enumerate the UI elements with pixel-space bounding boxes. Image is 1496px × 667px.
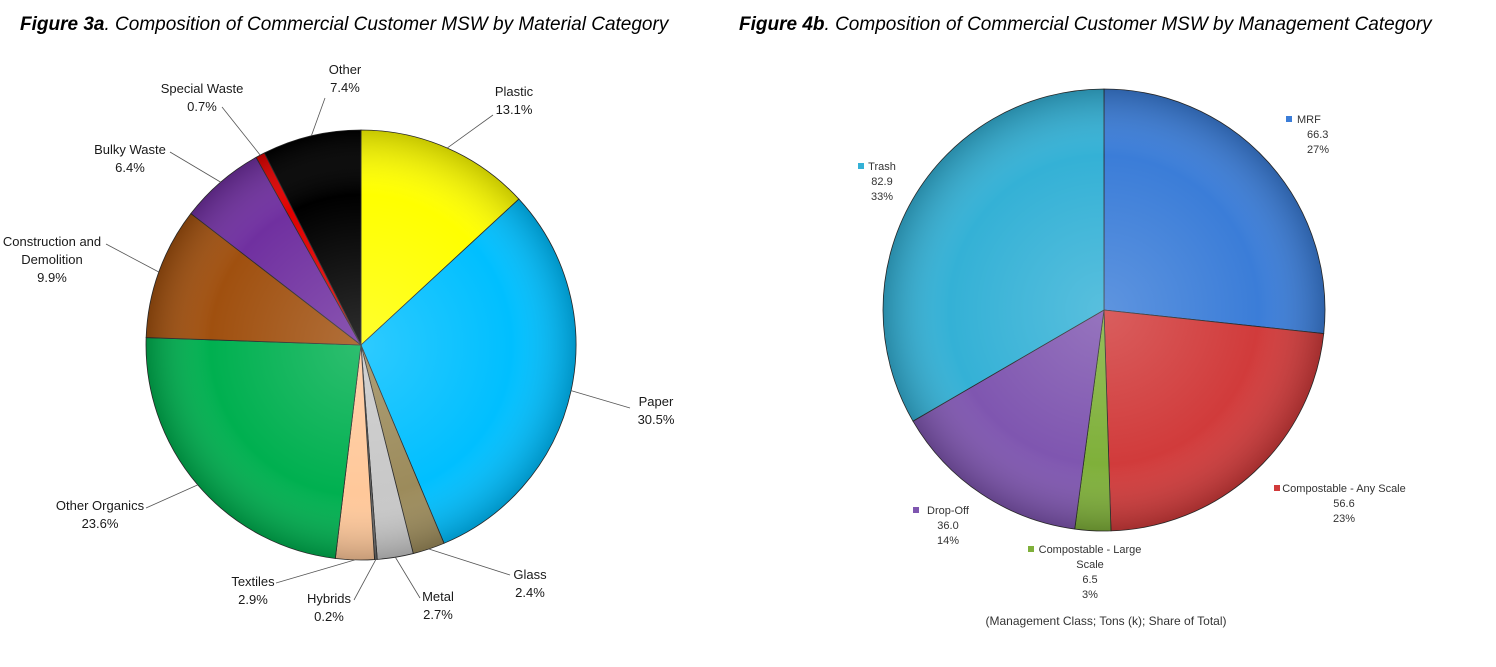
data-label-metal-line: Metal xyxy=(422,589,454,604)
legend-marker-compostable-large-scale xyxy=(1028,546,1034,552)
data-label-drop-off: Drop-Off 36.0 14% xyxy=(927,505,970,547)
leader-metal xyxy=(395,557,421,599)
leader-construction-and-demolition xyxy=(105,243,159,273)
data-label-special-waste-line: Special Waste xyxy=(161,81,244,96)
figure-3a-title-text: . Composition of Commercial Customer MSW… xyxy=(104,14,669,35)
data-label-other-line: Other xyxy=(329,62,362,77)
leader-textiles xyxy=(275,559,356,584)
data-label-metal-line: 2.7% xyxy=(423,607,453,622)
figure-3a-prefix: Figure 3a xyxy=(20,14,105,35)
data-label-plastic-line: Plastic xyxy=(495,84,534,99)
data-label-bulky-waste: Bulky Waste 6.4% xyxy=(94,142,166,175)
data-label-line: 82.9 xyxy=(871,176,892,188)
data-label-line: 66.3 xyxy=(1307,129,1328,141)
data-label-plastic: Plastic 13.1% xyxy=(495,84,534,117)
leader-paper xyxy=(570,390,631,409)
data-label-line: 33% xyxy=(871,191,893,203)
material-pie: Plastic 13.1% Paper 30.5% Glass 2.4% Metal 2.7%… xyxy=(3,62,675,624)
leader-glass xyxy=(428,548,511,576)
pie-slice-compostable-any-scale xyxy=(1103,309,1325,532)
data-label-line: Trash xyxy=(868,161,896,173)
legend-marker-compostable-any-scale xyxy=(1274,485,1280,491)
data-label-line: MRF xyxy=(1297,114,1321,126)
data-label-plastic-line: 13.1% xyxy=(496,102,533,117)
data-label-textiles: Textiles 2.9% xyxy=(231,574,275,607)
data-label-other: Other 7.4% xyxy=(329,62,362,95)
data-label-textiles-line: 2.9% xyxy=(238,592,268,607)
data-label-line: Drop-Off xyxy=(927,505,970,517)
data-label-line: 27% xyxy=(1307,144,1329,156)
leader-hybrids xyxy=(353,559,377,601)
data-label-glass-line: 2.4% xyxy=(515,585,545,600)
legend-marker-trash xyxy=(858,163,864,169)
leader-other xyxy=(310,97,326,136)
legend-marker-mrf xyxy=(1286,116,1292,122)
data-label-line: 3% xyxy=(1082,589,1098,601)
data-label-construction-and-demolition: Construction and Demolition 9.9% xyxy=(3,234,101,285)
figure-4b-title-text: . Composition of Commercial Customer MSW… xyxy=(824,14,1432,35)
data-label-glass: Glass 2.4% xyxy=(513,567,547,600)
data-label-glass-line: Glass xyxy=(513,567,547,582)
data-label-line: 36.0 xyxy=(937,520,958,532)
data-label-construction-and-demolition-line: Demolition xyxy=(21,252,82,267)
data-label-line: 56.6 xyxy=(1333,498,1354,510)
data-label-compostable-large-scale: Compostable - Large Scale 6.5 3% xyxy=(1039,544,1142,601)
data-label-line: Compostable - Any Scale xyxy=(1282,483,1406,495)
data-label-compostable-any-scale: Compostable - Any Scale 56.6 23% xyxy=(1282,483,1406,525)
leader-plastic xyxy=(446,114,494,149)
data-label-other-organics-line: 23.6% xyxy=(82,516,119,531)
legend-marker-drop-off xyxy=(913,507,919,513)
data-label-paper-line: Paper xyxy=(639,394,674,409)
data-label-line: 14% xyxy=(937,535,959,547)
data-label-special-waste: Special Waste 0.7% xyxy=(161,81,244,114)
data-label-trash: Trash 82.9 33% xyxy=(868,161,896,203)
data-label-metal: Metal 2.7% xyxy=(422,589,454,622)
data-label-mrf: MRF 66.3 27% xyxy=(1297,114,1329,156)
data-label-other-line: 7.4% xyxy=(330,80,360,95)
pie-slice-mrf xyxy=(1103,88,1326,335)
data-label-paper-line: 30.5% xyxy=(638,412,675,427)
data-label-hybrids: Hybrids 0.2% xyxy=(307,591,352,624)
figure-3a-title: Figure 3a. Composition of Commercial Cus… xyxy=(20,14,668,36)
figure-4b-prefix: Figure 4b xyxy=(739,14,825,35)
pie-slice-other-organics xyxy=(145,337,362,559)
data-label-line: 6.5 xyxy=(1082,574,1097,586)
management-footnote: (Management Class; Tons (k); Share of To… xyxy=(986,614,1227,628)
leader-other-organics xyxy=(145,484,198,509)
data-label-bulky-waste-line: Bulky Waste xyxy=(94,142,166,157)
data-label-special-waste-line: 0.7% xyxy=(187,99,217,114)
management-pie: MRF 66.3 27% Compostable - Any Scale 56.6 23%… xyxy=(858,88,1406,628)
data-label-construction-and-demolition-line: Construction and xyxy=(3,234,101,249)
data-label-hybrids-line: Hybrids xyxy=(307,591,352,606)
data-label-line: Scale xyxy=(1076,559,1104,571)
data-label-other-organics-line: Other Organics xyxy=(56,498,145,513)
data-label-line: 23% xyxy=(1333,513,1355,525)
data-label-construction-and-demolition-line: 9.9% xyxy=(37,270,67,285)
data-label-paper: Paper 30.5% xyxy=(638,394,675,427)
data-label-other-organics: Other Organics 23.6% xyxy=(56,498,145,531)
data-label-bulky-waste-line: 6.4% xyxy=(115,160,145,175)
figure-4b-title: Figure 4b. Composition of Commercial Cus… xyxy=(739,14,1432,36)
data-label-textiles-line: Textiles xyxy=(231,574,275,589)
leader-special-waste xyxy=(221,106,261,156)
data-label-line: Compostable - Large xyxy=(1039,544,1142,556)
leader-bulky-waste xyxy=(169,151,221,183)
data-label-hybrids-line: 0.2% xyxy=(314,609,344,624)
